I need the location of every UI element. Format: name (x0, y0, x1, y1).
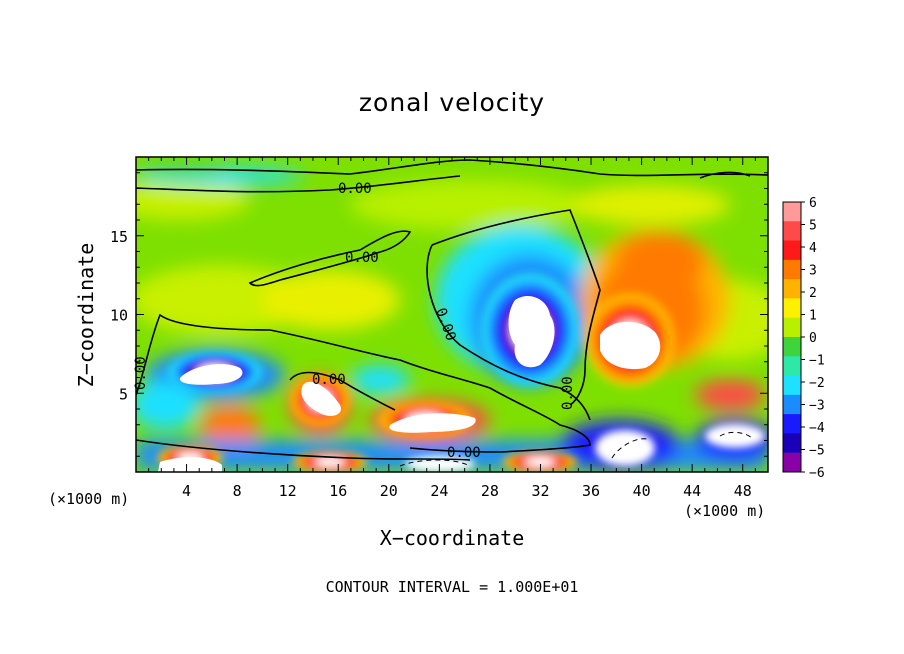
colorbar-tick-label: −3 (809, 399, 825, 414)
colorbar-tick-label: −6 (809, 466, 825, 481)
x-tick-label: 32 (531, 482, 549, 500)
colorbar-tick-label: −4 (809, 421, 825, 436)
contour-label: 0.00 (312, 372, 346, 388)
contour-label: 0.00 (560, 376, 576, 410)
colorbar-swatch (783, 452, 801, 473)
colorbar-swatch (783, 279, 801, 299)
colorbar-swatch (783, 375, 801, 396)
colorbar-tick-label: 3 (809, 264, 817, 279)
y-tick-label: 5 (119, 385, 128, 403)
negative-contours (399, 431, 753, 467)
colorbar-swatch (783, 414, 801, 434)
colorbar: 6 5 4 3 2 1 0 −1 −2 −3 −4 −5 −6 (782, 196, 825, 481)
x-unit-label-right: (×1000 m) (684, 502, 766, 520)
colorbar-swatch (783, 433, 801, 454)
colorbar-swatch (783, 202, 801, 222)
colorbar-tick-label: −1 (809, 354, 825, 369)
y-axis-ticks: 5 10 15 (110, 172, 768, 457)
contour-label: 0.00 (133, 356, 149, 390)
x-tick-label: 4 (182, 482, 191, 500)
x-tick-label: 8 (233, 482, 242, 500)
colorbar-swatch (783, 259, 801, 280)
x-tick-label: 16 (329, 482, 347, 500)
y-tick-label: 15 (110, 228, 128, 246)
colorbar-tick-label: 0 (809, 331, 817, 346)
colorbar-swatch (783, 298, 801, 319)
x-tick-label: 20 (380, 482, 398, 500)
x-axis-label: X−coordinate (379, 526, 525, 550)
x-tick-label: 12 (279, 482, 297, 500)
colorbar-swatch (783, 337, 801, 357)
colorbar-swatch (783, 240, 801, 261)
x-unit-label-left: (×1000 m) (48, 490, 130, 508)
x-tick-label: 40 (633, 482, 651, 500)
contour-interval-note: CONTOUR INTERVAL = 1.000E+01 (325, 578, 579, 596)
colorbar-tick-label: 2 (809, 286, 817, 301)
x-tick-label: 24 (430, 482, 448, 500)
x-tick-label: 48 (734, 482, 752, 500)
contour-label: 0.00 (338, 181, 372, 197)
y-axis-label: Z−coordinate (74, 242, 98, 388)
zero-contours (136, 159, 768, 461)
colorbar-tick-label: −2 (809, 376, 825, 391)
x-tick-label: 36 (582, 482, 600, 500)
x-axis-ticks: 4 8 12 16 20 24 28 32 36 40 44 48 (148, 157, 756, 500)
colorbar-tick-label: 5 (809, 219, 817, 234)
colorbar-tick-label: −5 (809, 444, 825, 459)
x-tick-label: 28 (481, 482, 499, 500)
colorbar-swatch (783, 356, 801, 377)
colorbar-swatch (783, 317, 801, 338)
y-tick-label: 10 (110, 307, 128, 325)
colorbar-tick-label: 6 (809, 196, 817, 211)
colorbar-tick-label: 1 (809, 309, 817, 324)
x-tick-label: 44 (683, 482, 701, 500)
contour-label: 0.00 (345, 250, 379, 266)
colorbar-swatch (783, 221, 801, 242)
colorbar-swatch (783, 394, 801, 415)
contour-label: 0.00 (447, 445, 481, 461)
chart-title: zonal velocity (358, 88, 546, 117)
colorbar-tick-label: 4 (809, 241, 817, 256)
velocity-field (136, 157, 768, 472)
